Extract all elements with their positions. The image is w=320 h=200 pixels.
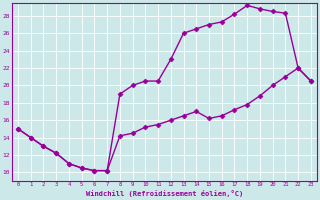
X-axis label: Windchill (Refroidissement éolien,°C): Windchill (Refroidissement éolien,°C) <box>86 190 243 197</box>
